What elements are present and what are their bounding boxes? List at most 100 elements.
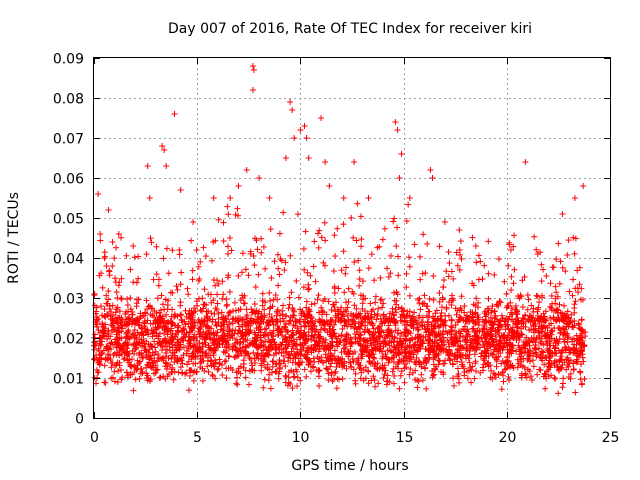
data-point xyxy=(156,374,163,381)
data-point xyxy=(342,270,349,277)
data-point xyxy=(369,306,376,313)
data-point xyxy=(287,252,294,259)
data-point xyxy=(289,107,296,113)
data-point xyxy=(466,359,473,366)
data-point xyxy=(384,265,391,272)
data-point xyxy=(144,163,151,169)
data-point xyxy=(252,284,259,291)
data-point xyxy=(158,347,165,354)
data-point xyxy=(226,234,233,241)
data-point xyxy=(311,238,318,245)
data-point xyxy=(541,361,548,368)
data-point xyxy=(479,276,486,283)
data-point xyxy=(153,271,160,278)
data-point xyxy=(406,292,413,299)
data-point xyxy=(417,253,424,260)
data-point xyxy=(272,292,279,299)
data-point xyxy=(160,301,167,308)
data-point xyxy=(551,374,558,381)
data-point xyxy=(169,247,176,254)
data-point xyxy=(199,377,206,384)
data-point xyxy=(456,227,463,233)
data-point xyxy=(297,377,304,384)
data-point xyxy=(223,374,230,381)
data-point xyxy=(316,382,323,389)
data-point xyxy=(341,289,348,296)
data-point xyxy=(146,346,153,353)
data-point xyxy=(223,302,230,309)
data-point xyxy=(534,371,541,378)
data-point xyxy=(235,272,242,279)
data-point xyxy=(394,224,401,231)
data-point xyxy=(485,270,492,277)
data-point xyxy=(315,244,322,251)
data-point xyxy=(220,219,227,226)
data-point xyxy=(221,358,228,365)
data-point xyxy=(575,320,582,327)
data-point xyxy=(377,274,384,281)
data-point xyxy=(189,276,196,283)
data-point xyxy=(469,234,476,241)
data-point xyxy=(365,195,372,201)
data-point xyxy=(261,376,268,383)
data-point xyxy=(510,280,517,287)
data-point xyxy=(133,279,140,286)
data-point xyxy=(293,277,300,284)
data-point xyxy=(328,306,335,313)
data-point xyxy=(411,309,418,316)
x-tick-label: 0 xyxy=(90,430,99,446)
data-point xyxy=(403,270,410,277)
data-point xyxy=(448,292,455,299)
data-point xyxy=(384,347,391,354)
data-point xyxy=(133,296,140,303)
data-point xyxy=(267,297,274,304)
data-point xyxy=(536,299,543,306)
data-point xyxy=(524,306,531,313)
data-point xyxy=(193,247,200,254)
data-point xyxy=(224,203,231,210)
data-point xyxy=(282,155,289,161)
data-point xyxy=(255,271,262,278)
data-point xyxy=(380,374,387,381)
data-point xyxy=(185,291,192,298)
data-point xyxy=(379,304,386,311)
data-point xyxy=(508,273,515,280)
data-point xyxy=(511,266,518,273)
data-point xyxy=(175,369,182,376)
data-point xyxy=(286,294,293,301)
data-point xyxy=(298,323,305,330)
data-point xyxy=(353,237,360,244)
data-point xyxy=(163,360,170,367)
data-point xyxy=(220,238,227,245)
data-point xyxy=(275,265,282,272)
data-point xyxy=(121,356,128,363)
data-point xyxy=(259,290,266,297)
data-point xyxy=(387,270,394,277)
data-point xyxy=(569,338,576,345)
data-point xyxy=(527,373,534,380)
points-layer xyxy=(91,63,589,397)
y-tick-label: 0.02 xyxy=(53,332,84,348)
data-point xyxy=(578,381,585,388)
data-point xyxy=(174,286,181,293)
data-point xyxy=(372,293,379,300)
data-point xyxy=(188,237,195,244)
data-point xyxy=(97,237,104,244)
data-point xyxy=(234,381,241,388)
data-point xyxy=(113,289,120,296)
data-point xyxy=(411,241,418,248)
data-point xyxy=(491,271,498,278)
data-point xyxy=(297,306,304,313)
data-point xyxy=(445,351,452,358)
data-point xyxy=(392,119,399,125)
data-point xyxy=(275,375,282,382)
data-point xyxy=(107,352,114,359)
data-point xyxy=(365,380,372,387)
data-point xyxy=(352,338,359,345)
data-point xyxy=(332,253,339,260)
data-point xyxy=(334,225,341,232)
data-point xyxy=(198,308,205,315)
data-point xyxy=(475,276,482,283)
data-point xyxy=(522,159,529,165)
data-point xyxy=(256,175,263,181)
